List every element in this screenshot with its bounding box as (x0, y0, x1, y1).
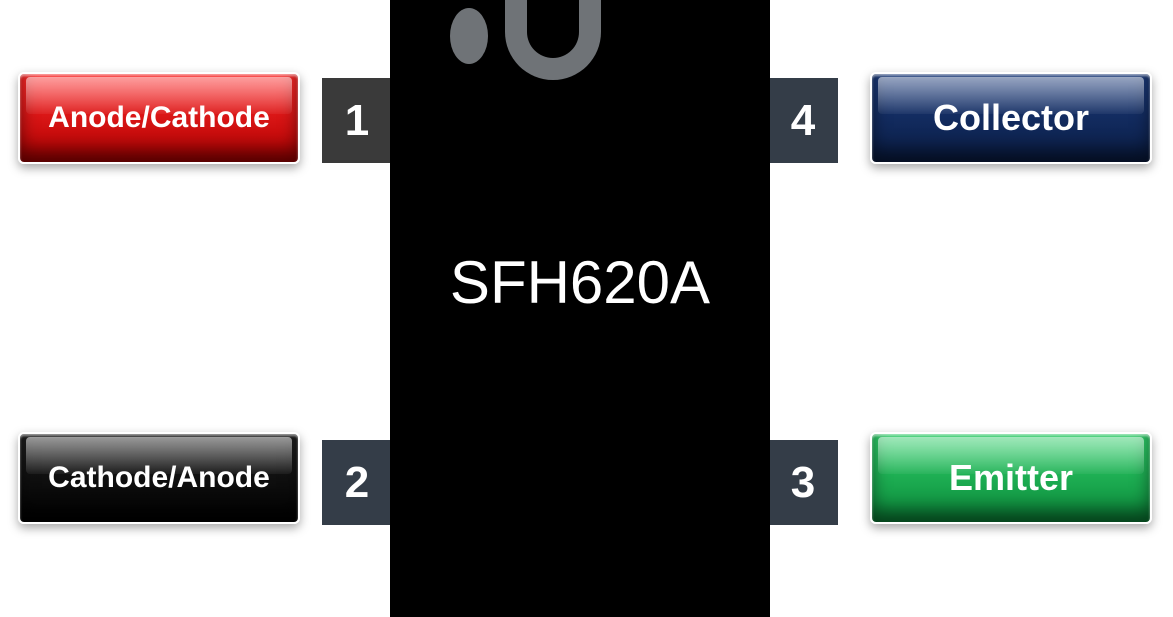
pin-2-label: Cathode/Anode (18, 432, 300, 524)
pin-3-number: 3 (791, 458, 815, 508)
pin-3-label-text: Emitter (949, 457, 1073, 499)
pin-2-leg: 2 (322, 440, 392, 525)
pin-1-leg: 1 (322, 78, 392, 163)
pin1-indicator-dot (450, 8, 488, 64)
pin-3-label: Emitter (870, 432, 1152, 524)
pin-4-leg: 4 (768, 78, 838, 163)
pinout-diagram: 1 2 3 4 SFH620A Anode/Cathode Cathode/Anode E… (0, 0, 1173, 617)
pin-4-label-text: Collector (933, 97, 1089, 139)
pin-4-label: Collector (870, 72, 1152, 164)
pin-1-label: Anode/Cathode (18, 72, 300, 164)
pin-1-label-text: Anode/Cathode (48, 101, 270, 135)
pin-2-number: 2 (345, 458, 369, 508)
pin-4-number: 4 (791, 96, 815, 146)
chip-part-number: SFH620A (420, 248, 740, 317)
pin-3-leg: 3 (768, 440, 838, 525)
pin-1-number: 1 (345, 96, 369, 146)
pin-2-label-text: Cathode/Anode (48, 461, 270, 495)
